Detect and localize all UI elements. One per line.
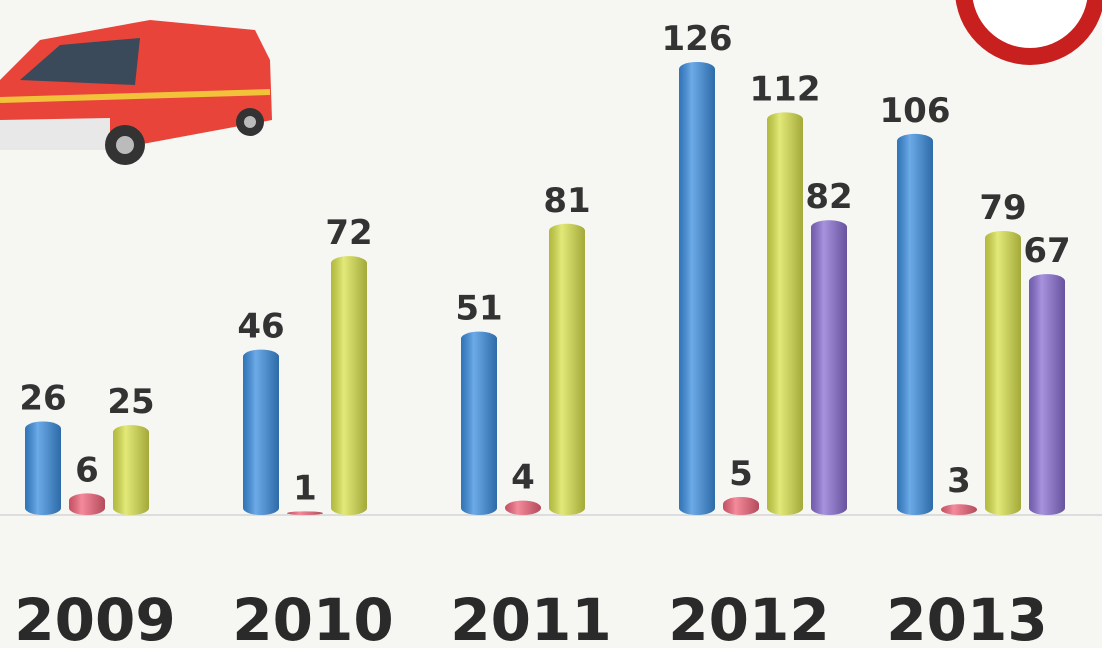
bar-shade bbox=[897, 133, 933, 515]
bar-shade bbox=[549, 223, 585, 516]
bar-shade bbox=[113, 425, 149, 515]
value-label: 6 bbox=[75, 450, 99, 490]
bar-shade bbox=[985, 230, 1021, 515]
value-label: 79 bbox=[979, 188, 1026, 228]
bar-shade bbox=[941, 504, 977, 515]
value-label: 81 bbox=[543, 181, 590, 221]
x-tick-label: 2013 bbox=[886, 586, 1047, 648]
bar-shade bbox=[25, 421, 61, 515]
bar-shade bbox=[1029, 274, 1065, 515]
x-tick-label: 2010 bbox=[232, 586, 393, 648]
bar-shade bbox=[505, 500, 541, 515]
value-label: 106 bbox=[880, 91, 951, 131]
value-label: 126 bbox=[662, 19, 733, 59]
value-label: 3 bbox=[947, 461, 971, 501]
bar-shade bbox=[679, 62, 715, 515]
value-label: 46 bbox=[237, 307, 284, 347]
bar-shade bbox=[243, 349, 279, 515]
bar-shade bbox=[69, 493, 105, 515]
x-tick-label: 2009 bbox=[14, 586, 175, 648]
bar-shade bbox=[331, 256, 367, 515]
value-label: 25 bbox=[107, 382, 154, 422]
bar-shade bbox=[723, 497, 759, 515]
value-label: 51 bbox=[455, 289, 502, 329]
value-label: 5 bbox=[729, 454, 753, 494]
bar-shade bbox=[811, 220, 847, 515]
value-label: 67 bbox=[1023, 231, 1070, 271]
value-label: 1 bbox=[293, 468, 317, 508]
bar-shade bbox=[287, 511, 323, 515]
value-label: 26 bbox=[19, 379, 66, 419]
x-tick-label: 2011 bbox=[450, 586, 611, 648]
bar-shade bbox=[461, 331, 497, 515]
x-tick-label: 2012 bbox=[668, 586, 829, 648]
bar-shade bbox=[767, 112, 803, 515]
ambulance-illustration bbox=[0, 20, 272, 165]
value-label: 4 bbox=[511, 458, 535, 498]
value-label: 82 bbox=[805, 177, 852, 217]
value-label: 72 bbox=[325, 213, 372, 253]
value-label: 112 bbox=[750, 69, 821, 109]
logo-fragment bbox=[955, 0, 1102, 65]
